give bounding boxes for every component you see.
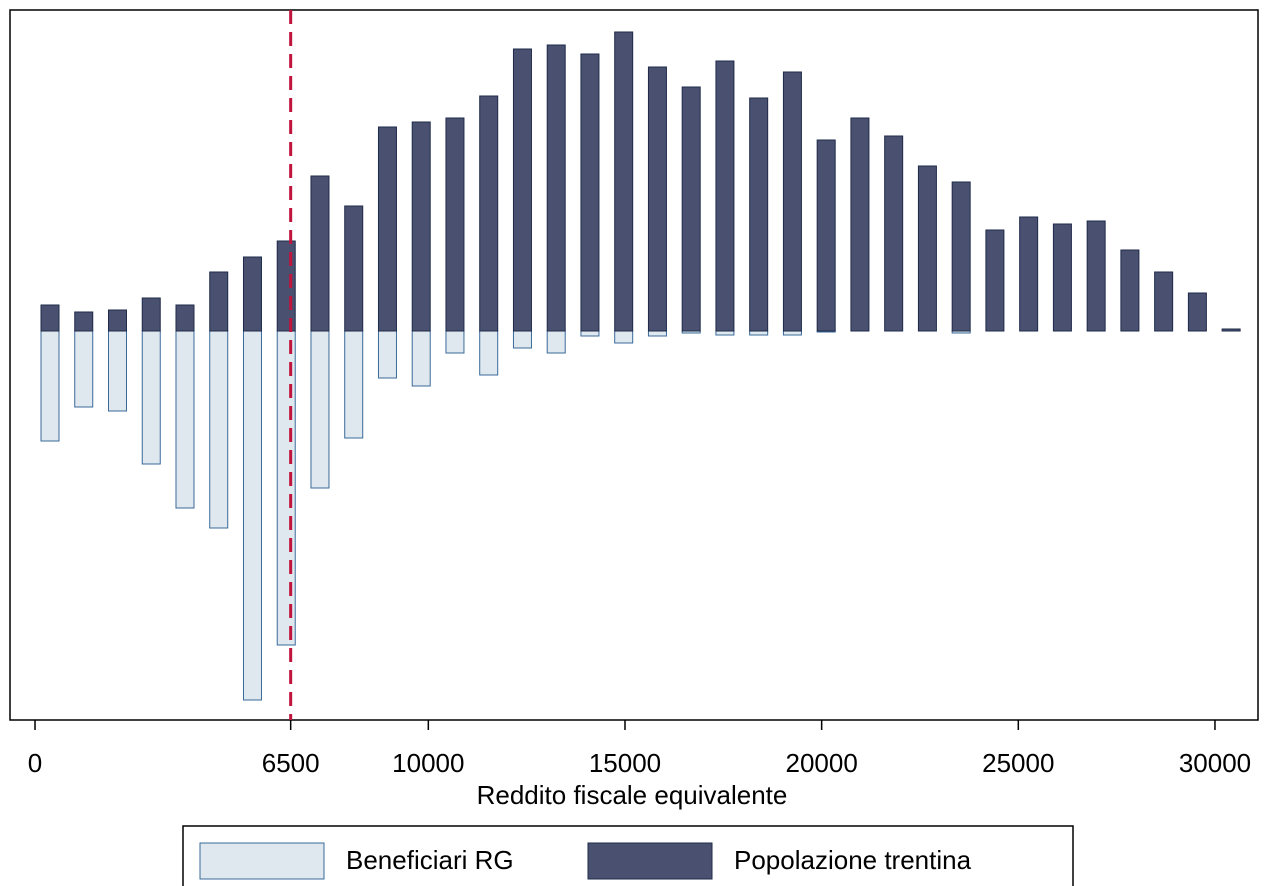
bar — [816, 139, 836, 332]
bar — [242, 330, 262, 701]
bar — [411, 330, 431, 387]
bar — [546, 330, 566, 354]
bar — [951, 181, 971, 332]
bar — [242, 256, 262, 332]
bar — [377, 126, 397, 332]
legend-swatch — [199, 842, 325, 880]
bar — [344, 330, 364, 439]
x-tick-label: 10000 — [392, 748, 464, 778]
bar — [40, 330, 60, 442]
x-axis-label: Reddito fiscale equivalente — [477, 780, 788, 810]
bar — [479, 95, 499, 332]
x-tick-label: 20000 — [785, 748, 857, 778]
plot-area — [9, 9, 1259, 721]
bar — [715, 330, 735, 336]
bar — [344, 205, 364, 332]
bar — [715, 60, 735, 332]
bar — [782, 330, 802, 336]
bar — [310, 175, 330, 332]
x-tick-label: 0 — [28, 748, 42, 778]
bar — [445, 117, 465, 332]
bar — [1086, 220, 1106, 332]
bar — [40, 304, 60, 332]
x-tick-label: 15000 — [589, 748, 661, 778]
bar — [175, 330, 195, 509]
bar — [1120, 249, 1140, 332]
bar — [445, 330, 465, 354]
bar — [175, 304, 195, 332]
x-tick-label: 25000 — [982, 748, 1054, 778]
bar — [209, 271, 229, 332]
bar — [850, 117, 870, 332]
bar — [276, 240, 296, 332]
bar — [884, 135, 904, 332]
bar — [1221, 328, 1241, 332]
bar — [614, 330, 634, 344]
bar — [310, 330, 330, 489]
bar — [107, 309, 127, 332]
bar — [580, 330, 600, 337]
bar — [479, 330, 499, 376]
bar — [546, 44, 566, 332]
bar — [276, 330, 296, 646]
bar — [209, 330, 229, 529]
bar — [782, 71, 802, 332]
bar — [647, 66, 667, 332]
bar — [1019, 216, 1039, 332]
bar — [749, 97, 769, 332]
x-tick-label: 6500 — [262, 748, 320, 778]
bar — [1052, 223, 1072, 332]
legend-swatch — [587, 842, 713, 880]
bar — [681, 86, 701, 332]
x-tick-label: 30000 — [1179, 748, 1251, 778]
bar — [107, 330, 127, 412]
bar — [749, 330, 769, 336]
bar — [74, 330, 94, 408]
bar — [141, 330, 161, 465]
bar — [647, 330, 667, 337]
legend-label: Beneficiari RG — [346, 845, 514, 875]
bar — [985, 229, 1005, 332]
bar — [1187, 292, 1207, 332]
legend-label: Popolazione trentina — [734, 845, 972, 875]
bar — [141, 297, 161, 332]
bar — [917, 165, 937, 332]
bar — [411, 121, 431, 332]
bar — [614, 31, 634, 332]
bar — [1154, 271, 1174, 332]
bar — [74, 311, 94, 332]
bar — [377, 330, 397, 379]
bar — [580, 53, 600, 332]
bar — [512, 48, 532, 332]
bar — [512, 330, 532, 349]
